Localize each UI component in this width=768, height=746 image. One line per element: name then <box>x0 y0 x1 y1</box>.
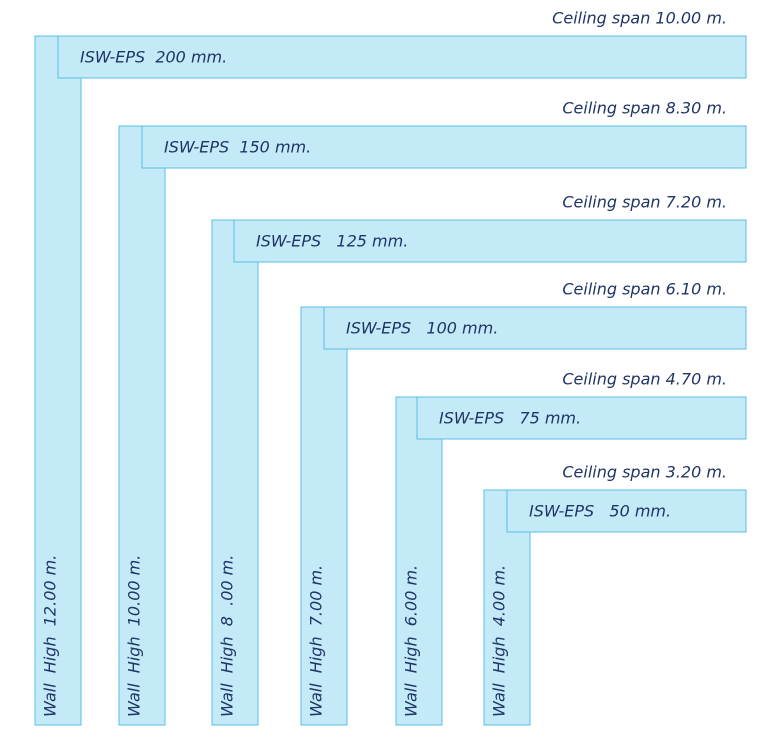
panel-label: ISW-EPS 125 mm. <box>256 232 408 251</box>
wall-panel <box>211 219 259 726</box>
ceiling-panel <box>416 396 747 440</box>
wall-label: Wall High 4.00 m. <box>490 565 509 717</box>
ceiling-span-label: Ceiling span 8.30 m. <box>562 99 727 118</box>
ceiling-panel <box>57 35 747 79</box>
ceiling-panel <box>323 306 747 350</box>
wall-panel <box>395 396 443 726</box>
ceiling-panel <box>233 219 747 263</box>
ceiling-panel <box>506 489 747 533</box>
wall-label: Wall High 7.00 m. <box>307 565 326 717</box>
wall-label: Wall High 6.00 m. <box>402 565 421 717</box>
panel-label: ISW-EPS 200 mm. <box>80 48 227 67</box>
ceiling-panel <box>141 125 747 169</box>
ceiling-span-label: Ceiling span 6.10 m. <box>562 280 727 299</box>
wall-panel <box>34 35 82 726</box>
ceiling-span-label: Ceiling span 10.00 m. <box>552 9 727 28</box>
wall-label: Wall High 10.00 m. <box>125 555 144 717</box>
panel-label: ISW-EPS 100 mm. <box>346 319 498 338</box>
panel-label: ISW-EPS 50 mm. <box>529 502 671 521</box>
panel-label: ISW-EPS 75 mm. <box>439 409 581 428</box>
wall-label: Wall High 8 .00 m. <box>218 555 237 717</box>
ceiling-span-label: Ceiling span 4.70 m. <box>562 370 727 389</box>
wall-label: Wall High 12.00 m. <box>41 555 60 717</box>
ceiling-span-label: Ceiling span 3.20 m. <box>562 463 727 482</box>
ceiling-span-label: Ceiling span 7.20 m. <box>562 193 727 212</box>
wall-panel <box>300 306 348 726</box>
panel-label: ISW-EPS 150 mm. <box>164 138 311 157</box>
